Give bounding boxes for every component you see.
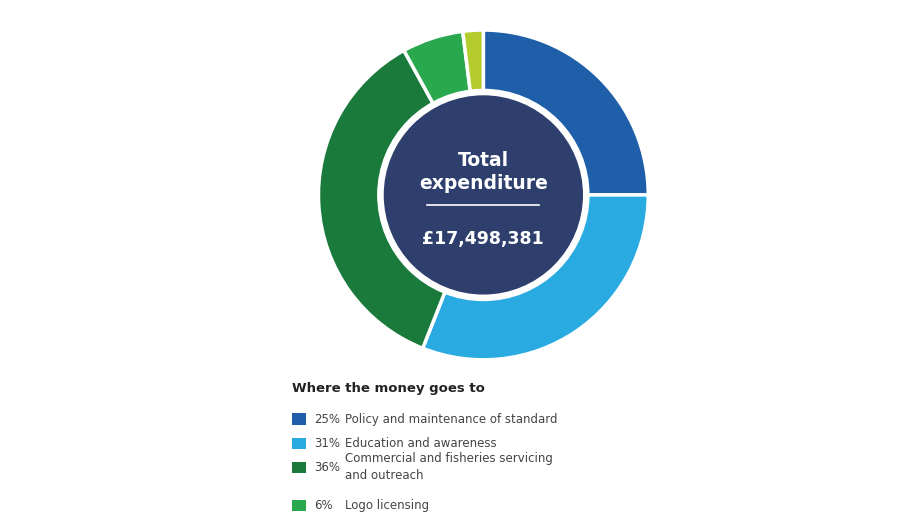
Wedge shape: [462, 30, 483, 93]
Circle shape: [379, 91, 587, 299]
Text: Education and awareness: Education and awareness: [344, 437, 496, 450]
Text: Total
expenditure: Total expenditure: [418, 151, 548, 193]
Text: Commercial and fisheries servicing
and outreach: Commercial and fisheries servicing and o…: [344, 452, 552, 482]
Text: Policy and maintenance of standard: Policy and maintenance of standard: [344, 412, 557, 426]
Text: 25%: 25%: [313, 412, 340, 426]
Text: £17,498,381: £17,498,381: [422, 230, 544, 248]
Text: Logo licensing: Logo licensing: [344, 499, 428, 512]
Text: 36%: 36%: [313, 461, 340, 474]
Wedge shape: [404, 31, 470, 105]
Text: Where the money goes to: Where the money goes to: [292, 383, 484, 396]
Circle shape: [377, 89, 589, 301]
Wedge shape: [422, 195, 648, 360]
Wedge shape: [318, 50, 445, 348]
Text: 31%: 31%: [313, 437, 340, 450]
Wedge shape: [483, 30, 648, 195]
Circle shape: [384, 96, 581, 294]
Text: 6%: 6%: [313, 499, 332, 512]
